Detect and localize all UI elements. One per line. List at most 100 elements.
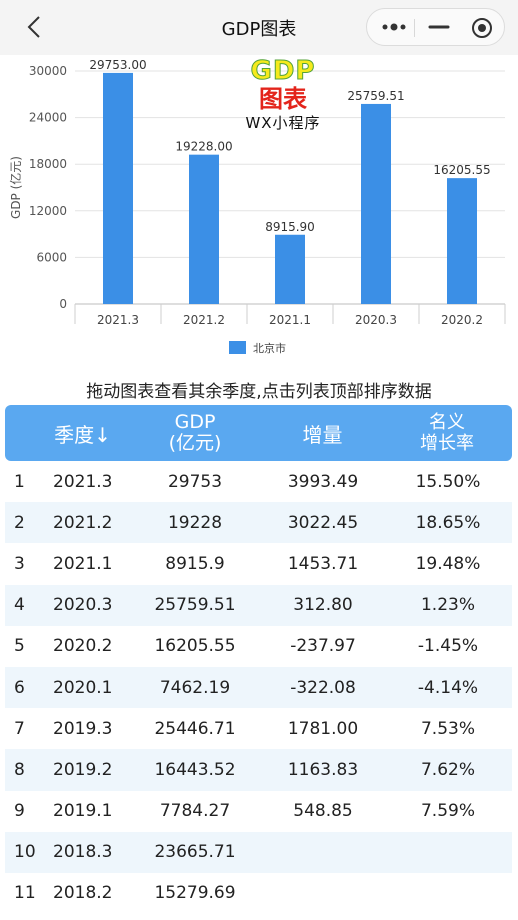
row-growth-rate: 19.48% xyxy=(415,553,481,574)
table-row[interactable]: 8 2019.2 16443.52 1163.83 7.62% xyxy=(5,749,512,791)
y-axis-label: GDP (亿元) xyxy=(8,156,23,219)
table-row[interactable]: 10 2018.3 23665.71 xyxy=(5,831,512,873)
row-gdp: 7784.27 xyxy=(159,801,231,822)
row-increment: 312.80 xyxy=(293,595,353,616)
data-label: 16205.55 xyxy=(433,163,490,177)
row-growth-rate xyxy=(398,873,498,914)
row-season: 2020.1 xyxy=(53,677,113,698)
drag-sort-hint: 拖动图表查看其余季度,点击列表顶部排序数据 xyxy=(86,382,432,402)
bar xyxy=(275,234,305,304)
row-season: 2021.2 xyxy=(53,512,113,533)
capsule-divider xyxy=(414,19,415,37)
row-gdp: 16205.55 xyxy=(154,636,236,657)
row-index: 3 xyxy=(14,553,25,574)
row-growth-rate: 7.62% xyxy=(420,759,475,780)
table-row[interactable]: 6 2020.1 7462.19 -322.08 -4.14% xyxy=(5,666,512,709)
chart-canvas[interactable]: 0 6000 12000 18000 24000 30000 GDP (亿元) 29753.0… xyxy=(0,55,518,360)
row-gdp: 7462.19 xyxy=(159,677,231,698)
row-gdp: 29753 xyxy=(167,471,223,492)
row-index: 4 xyxy=(14,595,25,616)
row-growth-rate: -1.45% xyxy=(417,636,479,657)
row-gdp: 19228 xyxy=(167,512,223,533)
row-increment xyxy=(273,873,373,914)
y-tick-label: 12000 xyxy=(29,204,67,218)
legend-label: 北京市 xyxy=(253,341,286,355)
bar xyxy=(361,103,391,304)
row-index: 6 xyxy=(14,677,25,698)
header-gdp[interactable]: GDP (亿元) xyxy=(145,405,245,461)
row-increment: 1781.00 xyxy=(287,718,359,739)
y-tick-label: 30000 xyxy=(29,64,67,78)
row-increment xyxy=(273,832,373,873)
table-row[interactable]: 9 2019.1 7784.27 548.85 7.59% xyxy=(5,791,512,832)
row-gdp: 16443.52 xyxy=(154,759,236,780)
row-increment: 3022.45 xyxy=(287,512,359,533)
header-gdp-line1: GDP xyxy=(174,411,216,433)
logo-chart-text: 图表 xyxy=(259,85,307,113)
header-growth-rate[interactable]: 名义 增长率 xyxy=(397,405,497,461)
minimize-icon[interactable] xyxy=(424,17,454,37)
row-growth-rate: 7.53% xyxy=(420,718,475,739)
row-growth-rate: 18.65% xyxy=(415,512,481,533)
mini-program-capsule xyxy=(366,8,505,46)
y-tick-label: 0 xyxy=(59,297,67,311)
x-tick-label: 2021.3 xyxy=(97,313,139,327)
header-gdp-line2: (亿元) xyxy=(168,432,222,454)
close-target-icon[interactable] xyxy=(471,17,493,39)
data-label: 25759.51 xyxy=(347,89,404,103)
row-season: 2019.3 xyxy=(53,718,113,739)
table-row[interactable]: 3 2021.1 8915.9 1453.71 19.48% xyxy=(5,543,512,584)
row-season: 2019.2 xyxy=(53,759,113,780)
row-season: 2021.1 xyxy=(53,553,113,574)
row-growth-rate: -4.14% xyxy=(417,677,479,698)
row-gdp: 23665.71 xyxy=(154,842,236,863)
y-tick-label: 6000 xyxy=(36,250,67,264)
logo-gdp-text: GDP xyxy=(250,56,316,86)
data-label: 8915.90 xyxy=(265,220,315,234)
gdp-bar-chart[interactable]: 0 6000 12000 18000 24000 30000 GDP (亿元) 29753.0… xyxy=(0,55,518,360)
row-increment: -237.97 xyxy=(290,636,356,657)
gdp-table: 季度↓ GDP (亿元) 增量 名义 增长率 1 2021.3 29753 3993.… xyxy=(5,405,512,914)
header-rate-line2: 增长率 xyxy=(420,433,474,454)
x-tick-label: 2021.2 xyxy=(183,313,225,327)
table-row[interactable]: 5 2020.2 16205.55 -237.97 -1.45% xyxy=(5,626,512,667)
header-season[interactable]: 季度↓ xyxy=(54,422,111,447)
row-growth-rate: 1.23% xyxy=(420,595,475,616)
y-tick-label: 18000 xyxy=(29,157,67,171)
table-row[interactable]: 2 2021.2 19228 3022.45 18.65% xyxy=(5,502,512,544)
row-gdp: 15279.69 xyxy=(154,883,236,904)
table-row[interactable]: 1 2021.3 29753 3993.49 15.50% xyxy=(5,461,512,502)
row-increment: 3993.49 xyxy=(287,471,359,492)
app-logo: GDP 图表 WX小程序 xyxy=(238,57,328,141)
table-header: 季度↓ GDP (亿元) 增量 名义 增长率 xyxy=(5,405,512,461)
x-tick-label: 2021.1 xyxy=(269,313,311,327)
header-increment[interactable]: 增量 xyxy=(302,422,343,447)
bar xyxy=(103,72,133,304)
logo-wx-text: WX小程序 xyxy=(245,114,321,132)
row-index: 2 xyxy=(14,512,25,533)
table-row[interactable]: 11 2018.2 15279.69 xyxy=(5,873,512,914)
row-growth-rate xyxy=(398,832,498,873)
row-increment: 1453.71 xyxy=(287,553,359,574)
row-season: 2020.3 xyxy=(53,595,113,616)
header-rate-line1: 名义 xyxy=(429,412,465,433)
table-row[interactable]: 4 2020.3 25759.51 312.80 1.23% xyxy=(5,584,512,626)
row-index: 11 xyxy=(14,883,36,904)
y-tick-label: 24000 xyxy=(29,111,67,125)
row-index: 5 xyxy=(14,636,25,657)
x-tick-label: 2020.3 xyxy=(355,313,397,327)
row-gdp: 25759.51 xyxy=(154,595,236,616)
row-growth-rate: 7.59% xyxy=(420,801,475,822)
more-dots-icon[interactable] xyxy=(379,17,409,37)
row-index: 8 xyxy=(14,759,25,780)
row-growth-rate: 15.50% xyxy=(415,471,481,492)
row-season: 2020.2 xyxy=(53,636,113,657)
row-season: 2018.2 xyxy=(53,883,113,904)
row-index: 10 xyxy=(14,842,36,863)
row-season: 2019.1 xyxy=(53,801,113,822)
table-row[interactable]: 7 2019.3 25446.71 1781.00 7.53% xyxy=(5,708,512,749)
back-arrow-icon[interactable] xyxy=(22,14,48,40)
row-season: 2018.3 xyxy=(53,842,113,863)
row-gdp: 25446.71 xyxy=(154,718,236,739)
table-body: 1 2021.3 29753 3993.49 15.50% 2 2021.2 19228 302… xyxy=(5,461,512,914)
